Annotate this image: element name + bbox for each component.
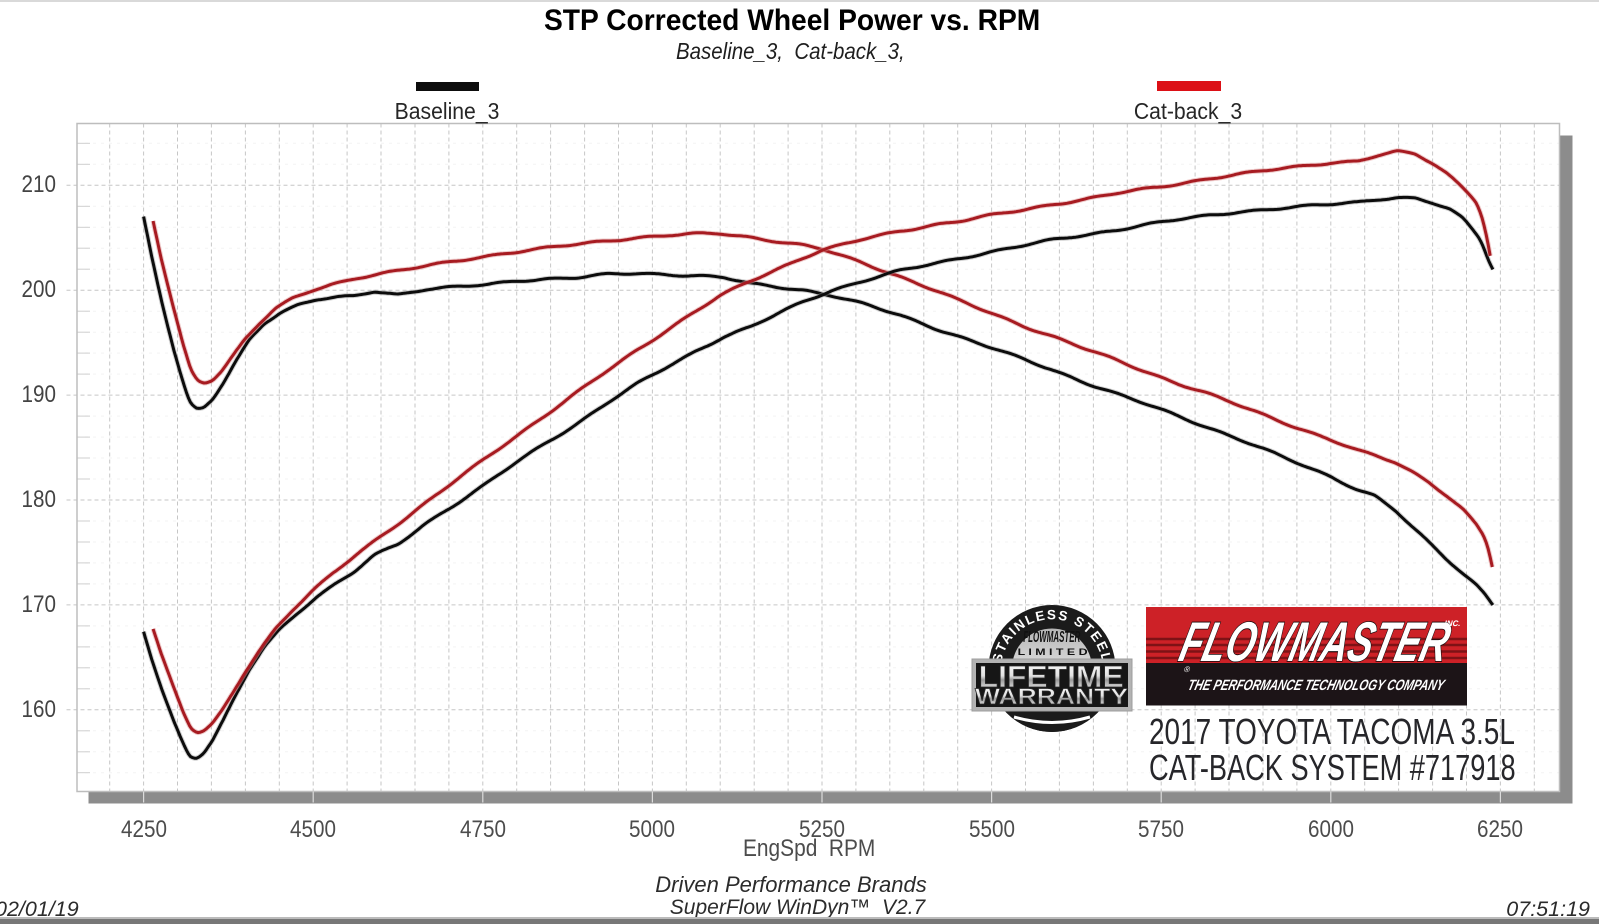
svg-text:®: ® bbox=[1183, 665, 1191, 674]
svg-text:LIFETIME: LIFETIME bbox=[979, 659, 1124, 694]
svg-text:L I M I T E D: L I M I T E D bbox=[1018, 647, 1088, 658]
svg-text:WARRANTY: WARRANTY bbox=[975, 684, 1128, 709]
svg-text:FLOWMASTER: FLOWMASTER bbox=[1174, 612, 1456, 674]
svg-text:THE PERFORMANCE TECHNOLOGY COM: THE PERFORMANCE TECHNOLOGY COMPANY bbox=[1186, 677, 1448, 694]
svg-text:FLOWMASTER: FLOWMASTER bbox=[1023, 629, 1080, 646]
svg-text:INC.: INC. bbox=[1444, 619, 1462, 628]
